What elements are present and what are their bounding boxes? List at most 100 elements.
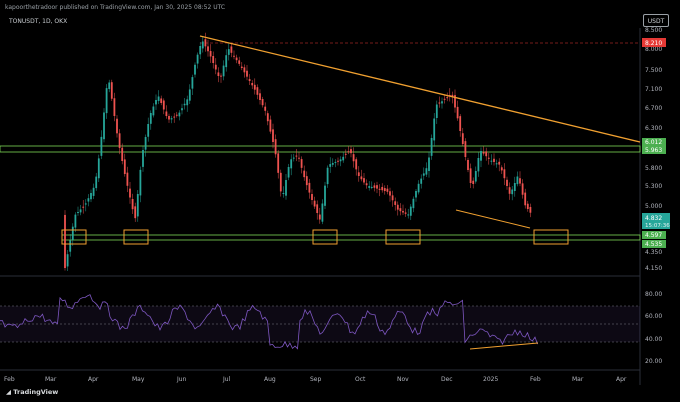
candle-body xyxy=(311,194,313,200)
candle-body xyxy=(126,172,129,186)
candle-body xyxy=(108,82,111,90)
candle-body xyxy=(186,99,189,106)
candle-body xyxy=(225,55,228,68)
candle-body xyxy=(363,178,365,183)
candle-body xyxy=(303,170,306,178)
candle-body xyxy=(409,206,412,216)
candle-body xyxy=(420,178,423,184)
tradingview-logo-icon: ◢ xyxy=(6,388,14,396)
support-box-3[interactable] xyxy=(312,229,338,245)
candle-body xyxy=(212,55,215,63)
price-tick-label: 8.500 xyxy=(645,27,662,34)
support-bottom-badge xyxy=(642,240,666,248)
candle-body xyxy=(277,153,280,173)
candle-body xyxy=(170,118,173,120)
lower-band-badge-text: 5.963 xyxy=(645,147,662,154)
price-tick-label: 4.350 xyxy=(645,249,662,256)
candle-body xyxy=(191,77,194,89)
candle-body xyxy=(207,46,209,52)
candle-body xyxy=(350,149,352,154)
candle-body xyxy=(474,171,477,182)
candle-body xyxy=(118,133,121,148)
rsi-tick-label: 60.00 xyxy=(645,313,662,320)
current-price-text: 4.832 xyxy=(645,215,662,222)
candle-body xyxy=(131,198,134,210)
candle-body xyxy=(253,84,256,90)
time-tick-label: Mar xyxy=(572,376,584,383)
candle-body xyxy=(412,198,415,209)
candle-body xyxy=(511,189,514,195)
tradingview-logo: ◢ TradingView xyxy=(6,388,58,396)
candle-body xyxy=(227,49,230,55)
candle-body xyxy=(175,114,178,116)
time-tick-label: Apr xyxy=(88,376,99,383)
candle-body xyxy=(110,82,113,99)
descending-trendline[interactable] xyxy=(199,35,641,143)
candle-body xyxy=(344,153,347,155)
candle-body xyxy=(373,185,376,188)
candle-body xyxy=(508,187,511,194)
candle-body xyxy=(220,75,222,77)
time-tick-label: Nov xyxy=(397,376,409,383)
support-top-badge xyxy=(642,231,666,239)
candle-body xyxy=(142,150,144,167)
rsi-line xyxy=(0,294,538,350)
candle-body xyxy=(123,159,126,174)
candle-body xyxy=(87,198,90,202)
candle-body xyxy=(285,180,287,196)
candle-body xyxy=(92,187,95,196)
time-tick-label: Feb xyxy=(530,376,541,383)
candle-body xyxy=(477,158,480,172)
candle-body xyxy=(259,93,261,100)
support-box-2[interactable] xyxy=(123,229,149,245)
candle-body xyxy=(82,206,85,208)
rsi-divergence-line[interactable] xyxy=(469,342,539,350)
candle-body xyxy=(173,116,176,118)
candle-body xyxy=(251,82,254,86)
candle-body xyxy=(472,180,475,184)
price-tick-label: 5.800 xyxy=(645,165,662,172)
wedge-support-line[interactable] xyxy=(455,209,531,229)
candle-body xyxy=(105,88,108,114)
candle-body xyxy=(456,106,459,119)
candle-body xyxy=(490,160,493,162)
candle-body xyxy=(84,203,87,205)
time-tick-label: Jun xyxy=(176,376,187,383)
support-box-5[interactable] xyxy=(533,229,569,245)
candle-body xyxy=(513,183,516,192)
candle-body xyxy=(464,141,467,157)
price-tick-label: 6.700 xyxy=(645,105,662,112)
candle-body xyxy=(316,204,319,213)
candle-body xyxy=(500,167,503,171)
high-badge-text: 8.210 xyxy=(645,40,662,47)
currency-button[interactable]: USDT xyxy=(643,14,669,27)
candle-body xyxy=(74,214,77,228)
symbol-title: TONUSDT, 1D, OKX xyxy=(9,18,68,25)
candle-body xyxy=(521,183,524,195)
rsi-axis: 80.00 60.00 40.00 20.00 xyxy=(645,291,662,365)
rsi-tick-label: 20.00 xyxy=(645,358,662,365)
candle-body xyxy=(485,151,488,157)
support-box-4[interactable] xyxy=(385,229,421,245)
candle-body xyxy=(230,46,233,53)
candle-body xyxy=(318,214,321,220)
candle-body xyxy=(248,79,251,81)
candle-body xyxy=(240,66,243,68)
candle-body xyxy=(77,212,79,214)
time-tick-label: Dec xyxy=(441,376,453,383)
candle-body xyxy=(292,157,295,159)
candle-body xyxy=(152,106,155,116)
candle-body xyxy=(498,161,501,165)
candle-body xyxy=(386,188,389,192)
candle-body xyxy=(308,182,311,193)
candle-body xyxy=(430,138,433,156)
candle-body xyxy=(524,192,527,206)
candle-body xyxy=(495,163,498,165)
candle-body xyxy=(95,176,98,189)
candle-body xyxy=(529,207,532,213)
support-box-1[interactable] xyxy=(61,229,87,245)
candle-body xyxy=(365,183,368,186)
candle-body xyxy=(396,204,399,210)
candle-body xyxy=(199,46,202,55)
